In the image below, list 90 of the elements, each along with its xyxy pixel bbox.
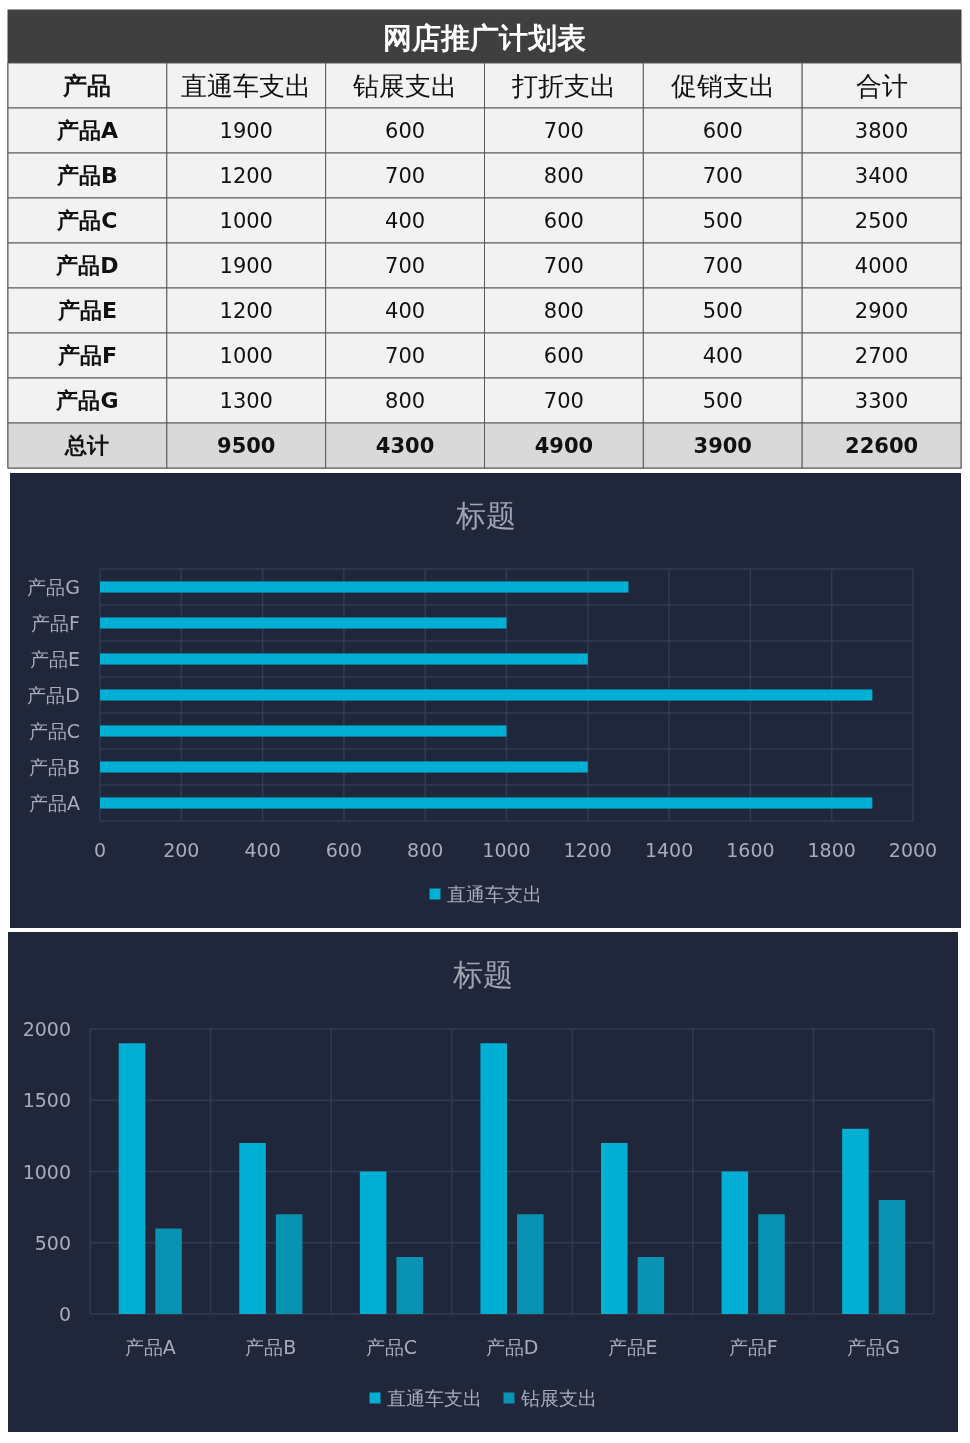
cell-label: 2900 [854,298,909,323]
row-header: 产品G [56,388,119,413]
tick-label: 800 [407,839,444,861]
tick-label: 1200 [563,839,612,861]
category-label: 产品C [28,720,80,742]
category-label: 产品D [27,684,80,706]
tick-label: 1000 [22,1160,71,1183]
cell-label: 400 [702,343,743,368]
cell-label: 400 [385,208,426,233]
cell-label: 22600 [845,433,919,458]
category-label: 产品B [245,1336,297,1358]
row-header: 产品A [56,118,118,143]
cell-label: 3900 [693,433,752,458]
cell-label: 4900 [534,433,594,458]
row-header: 总计 [65,433,110,458]
cell-label: 800 [385,388,426,413]
cell-label: 3800 [854,118,909,143]
tick-label: 1400 [644,839,694,861]
cell-label: 600 [543,343,584,368]
cell-label: 800 [543,298,584,323]
cell-label: 500 [702,208,743,233]
category-label: 产品A [29,792,80,814]
cell-label: 4000 [854,253,909,278]
column-header: 打折支出 [511,70,616,101]
cell-label: 9500 [217,433,276,458]
cell-label: 1000 [219,208,273,233]
cell-label: 800 [543,163,584,188]
tick-label: 2000 [22,1018,71,1040]
tick-label: 400 [244,839,281,861]
cell-label: 1200 [219,163,273,188]
row-header: 产品E [57,298,117,323]
cell-label: 700 [702,163,743,188]
category-label: 产品F [728,1336,778,1358]
cell-label: 3300 [854,388,909,413]
cell-label: 700 [385,253,426,278]
tick-label: 1500 [22,1089,71,1112]
cell-label: 700 [385,343,426,368]
cell-label: 4300 [375,433,435,458]
legend-label: 直通车支出 [446,883,542,905]
category-label: 产品B [28,756,80,778]
cell-label: 2700 [854,343,909,368]
row-header: 产品F [57,343,117,368]
cell-label: 700 [385,163,426,188]
cell-label: 1900 [219,253,273,278]
tick-label: 600 [325,839,363,861]
legend-label: 直通车支出 [386,1387,482,1409]
cell-label: 700 [543,253,584,278]
category-label: 产品E [30,648,80,670]
cell-label: 500 [702,298,743,323]
column-header: 促销支出 [670,70,775,101]
ylabel: 产品 [63,71,112,100]
column-header: 合计 [855,70,908,101]
cell-label: 600 [543,208,584,233]
cell-label: 1300 [219,388,273,413]
cell-label: 700 [702,253,743,278]
column-header: 直通车支出 [181,70,312,101]
tick-label: 2000 [888,839,938,861]
tick-label: 1800 [807,839,856,861]
category-label: 产品D [485,1336,539,1358]
cell-label: 3400 [854,163,909,188]
tick-label: 1000 [482,839,531,861]
cell-label: 400 [385,298,426,323]
title: 标题 [455,497,516,533]
cell-label: 2500 [854,208,909,233]
category-label: 产品G [847,1336,901,1358]
category-label: 产品A [124,1336,176,1358]
cell-label: 1000 [219,343,273,368]
column-header: 钻展支出 [353,70,458,101]
cell-label: 1900 [219,118,273,143]
row-header: 产品C [57,208,118,233]
category-label: 产品G [27,576,80,598]
tick-label: 500 [34,1231,71,1254]
row-header: 产品D [56,253,119,278]
cell-label: 700 [543,388,584,413]
title: 网店推广计划表 [383,20,586,55]
tick-label: 0 [58,1303,71,1325]
cell-label: 600 [385,118,426,143]
cell-label: 500 [702,388,743,413]
category-label: 产品E [607,1336,658,1358]
row-header: 产品B [57,163,118,188]
cell-label: 600 [702,118,743,143]
legend-label: 钻展支出 [520,1387,597,1409]
tick-label: 200 [163,839,200,861]
category-label: 产品C [365,1336,418,1358]
tick-label: 1600 [726,839,775,861]
tick-label: 0 [93,839,107,861]
cell-label: 700 [543,118,584,143]
title: 标题 [453,956,513,992]
category-label: 产品F [31,612,80,634]
cell-label: 1200 [219,298,273,323]
